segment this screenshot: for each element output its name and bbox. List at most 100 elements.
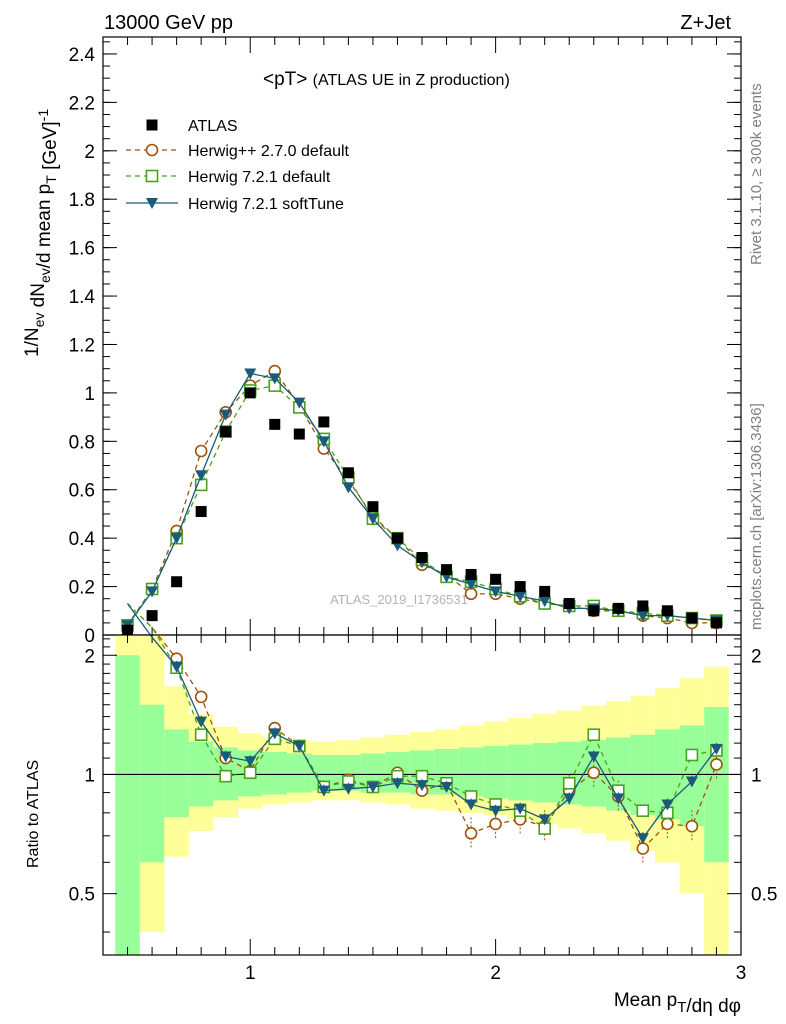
y-tick-label: 2: [84, 142, 95, 163]
data-point: [612, 602, 624, 614]
ratio-data-point: [538, 814, 551, 826]
ratio-data-point: [244, 756, 257, 768]
ratio-data-point: [465, 799, 478, 811]
legend-label: Herwig 7.2.1 default: [188, 169, 331, 186]
data-point: [342, 467, 354, 479]
chart-title: <pT> (ATLAS UE in Z production): [263, 69, 510, 90]
legend-marker: [146, 198, 158, 209]
ratio-data-point: [293, 740, 306, 752]
series-line: [127, 372, 717, 626]
data-point: [489, 586, 502, 598]
data-point: [514, 581, 526, 593]
ratio-y-tick-label-right: 2: [751, 646, 762, 667]
inner-band: [115, 655, 140, 955]
ratio-data-point: [194, 728, 208, 742]
legend-marker: [145, 143, 159, 157]
legend-entry: ATLAS: [146, 118, 238, 135]
data-point: [318, 416, 330, 428]
data-point: [367, 501, 379, 513]
inner-band: [704, 707, 729, 863]
x-axis-label: Mean pT/dη dφ: [614, 990, 741, 1017]
ratio-data-point: [587, 766, 601, 780]
data-point: [661, 605, 673, 617]
data-point: [465, 568, 477, 580]
y-tick-label: 2.2: [69, 93, 95, 114]
rivet-label: Rivet 3.1.10, ≥ 300k events: [748, 83, 765, 265]
ratio-data-point: [317, 785, 330, 797]
data-point: [293, 428, 305, 440]
y-tick-label: 2.4: [69, 45, 96, 66]
ratio-y-axis-label: Ratio to ATLAS: [25, 760, 42, 868]
data-point: [195, 506, 207, 518]
inner-band: [262, 751, 288, 795]
legend-label: ATLAS: [188, 118, 238, 135]
inner-band: [483, 745, 508, 799]
data-point: [710, 617, 722, 629]
x-tick-label: 1: [245, 963, 256, 984]
header-right: Z+Jet: [680, 12, 731, 34]
data-point: [391, 532, 403, 544]
ratio-data-point: [685, 819, 699, 833]
ratio-data-point: [587, 751, 600, 763]
data-point: [588, 605, 600, 617]
ratio-y-tick-label: 0.5: [69, 885, 95, 906]
data-point: [194, 444, 208, 458]
ratio-series-3: [127, 603, 723, 845]
ratio-data-point: [219, 769, 232, 783]
ratio-data-point: [194, 690, 208, 704]
ratio-data-point: [636, 842, 650, 855]
legend-entry: Herwig++ 2.7.0 default: [126, 143, 350, 160]
ratio-data-point: [710, 758, 723, 771]
y-tick-label: 0.8: [69, 432, 95, 453]
ratio-data-point: [563, 793, 576, 805]
ratio-data-point: [464, 827, 478, 840]
legend-entry: Herwig 7.2.1 softTune: [126, 196, 344, 213]
data-point: [244, 368, 257, 380]
ratio-data-point: [489, 817, 502, 831]
ratio-data-point: [195, 716, 208, 728]
inner-band: [139, 704, 165, 863]
data-point: [342, 482, 355, 494]
data-point: [636, 610, 649, 622]
ratio-data-point: [685, 776, 698, 788]
ratio-data-point: [636, 804, 650, 817]
legend-entry: Herwig 7.2.1 default: [126, 169, 331, 186]
y-tick-label: 1.4: [69, 287, 96, 308]
data-point: [293, 397, 306, 409]
data-point: [219, 409, 232, 421]
ratio-data-point: [612, 793, 625, 805]
data-point: [538, 596, 551, 608]
inner-band: [164, 729, 189, 818]
ratio-data-point: [243, 766, 257, 780]
ratio-data-point: [661, 799, 674, 811]
data-point: [490, 573, 502, 585]
data-point: [563, 598, 575, 610]
ratio-data-point: [514, 803, 527, 815]
data-point: [366, 513, 379, 525]
y-tick-label: 1.8: [69, 190, 95, 211]
ratio-data-point: [342, 783, 355, 795]
ratio-data-point: [562, 776, 576, 790]
data-point: [195, 470, 208, 482]
inner-band: [507, 744, 533, 801]
main-plot: 0 0.2 0.4 0.6 0.8 1 1.2 1.4 1.6 1.8 2 2.2 2.4 ATLAS_2…: [22, 36, 742, 647]
y-tick-label: 1.2: [69, 335, 95, 356]
ratio-y-tick-label: 1: [84, 765, 95, 786]
analysis-watermark: ATLAS_2019_I1736531: [330, 592, 468, 607]
data-point: [539, 585, 551, 597]
ratio-data-point: [268, 728, 281, 740]
y-tick-label: 0.4: [69, 529, 96, 550]
inner-band: [458, 747, 484, 797]
ratio-data-point: [636, 833, 649, 845]
legend-marker: [146, 119, 158, 131]
ratio-frame: [102, 634, 742, 956]
ratio-data-point: [587, 728, 601, 742]
ratio-data-point: [170, 661, 183, 673]
y-tick-label: 1: [84, 384, 95, 405]
data-point: [146, 586, 159, 598]
data-point: [171, 576, 183, 588]
header-left: 13000 GeV pp: [104, 12, 233, 34]
data-point: [268, 373, 281, 385]
ratio-data-point: [440, 781, 453, 793]
ratio-plot: 0.5 0.5 1 1 2 2 1 2 3 Ratio to ATLAS Mean pT/dη dφ: [25, 603, 777, 1017]
